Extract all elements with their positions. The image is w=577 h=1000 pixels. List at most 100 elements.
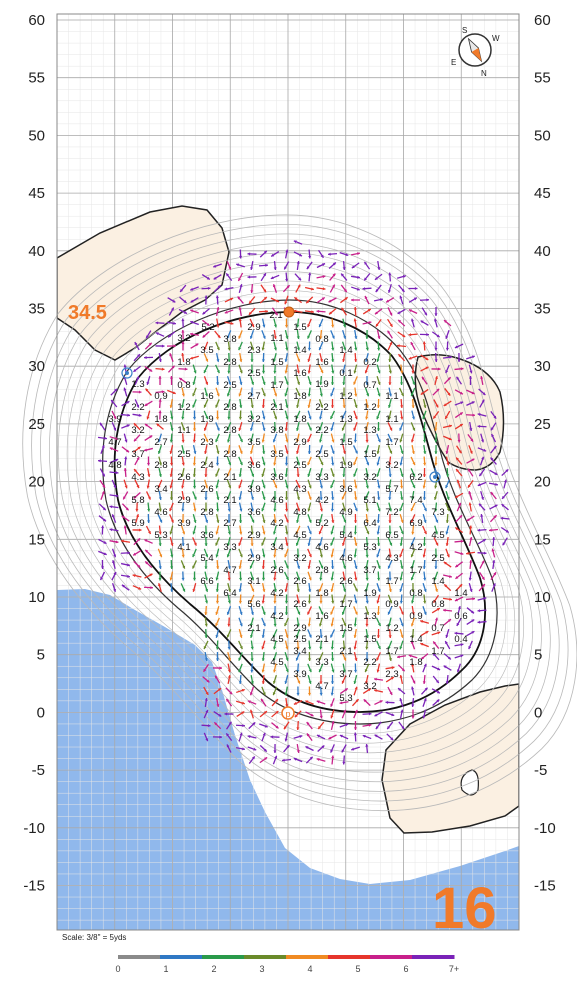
slope-arrow: [388, 490, 392, 501]
slope-arrow: [307, 456, 312, 466]
slope-arrow: [422, 410, 427, 420]
slope-arrow: [432, 641, 440, 649]
slope-arrow: [296, 720, 300, 731]
slope-arrow: [376, 560, 381, 569]
hole-number: 16: [432, 876, 497, 941]
slope-arrow: [158, 571, 162, 581]
slope-value: 1.5: [363, 634, 376, 645]
slope-arrow: [247, 252, 257, 256]
slope-value: 3.3: [315, 657, 328, 668]
slope-arrow: [204, 467, 208, 478]
slope-arrow: [330, 433, 335, 443]
slope-value: 1.8: [315, 588, 328, 599]
slope-arrow: [374, 734, 383, 740]
y-tick-label: 45: [28, 185, 45, 202]
slope-arrow: [239, 513, 243, 524]
slope-arrow: [365, 743, 369, 754]
slope-value: 3.7: [363, 565, 376, 576]
slope-arrow: [215, 548, 220, 558]
slope-value: 6.5: [385, 530, 398, 541]
slope-arrow: [307, 387, 311, 397]
slope-arrow: [342, 663, 346, 673]
slope-arrow: [377, 536, 381, 547]
slope-arrow: [250, 433, 254, 443]
slope-arrow: [250, 502, 254, 512]
slope-arrow: [225, 721, 233, 730]
slope-arrow: [283, 721, 290, 730]
slope-value: 2.9: [247, 322, 260, 333]
slope-value: 2.9: [293, 623, 306, 634]
slope-arrow: [250, 376, 255, 385]
slope-arrow: [432, 410, 440, 420]
slope-arrow: [249, 709, 254, 719]
y-tick-label: 10: [28, 589, 45, 606]
slope-arrow: [181, 456, 185, 466]
slope-arrow: [249, 560, 255, 569]
slope-arrow: [387, 606, 393, 615]
slope-arrow: [123, 525, 127, 535]
slope-arrow: [421, 376, 428, 385]
slope-arrow: [442, 355, 453, 359]
slope-arrow: [434, 421, 438, 432]
slope-arrow: [400, 559, 404, 570]
slope-arrow: [306, 606, 313, 615]
slope-arrow: [121, 503, 130, 511]
slope-arrow: [408, 333, 418, 337]
slope-arrow: [423, 571, 427, 581]
slope-arrow: [296, 502, 301, 512]
slope-arrow: [249, 686, 255, 696]
slope-arrow: [468, 445, 473, 454]
slope-value: 4.5: [293, 530, 306, 541]
slope-arrow: [445, 536, 449, 547]
slope-arrow: [192, 375, 197, 386]
slope-arrow: [354, 571, 358, 581]
slope-arrow: [238, 628, 243, 639]
slope-value: 2.5: [223, 380, 236, 391]
slope-value: 2.5: [293, 634, 306, 645]
slope-value: 2.6: [293, 576, 306, 587]
slope-arrow: [454, 551, 464, 556]
slope-value: 6.2: [409, 472, 422, 483]
slope-arrow: [365, 571, 369, 581]
slope-value: 1.7: [385, 437, 398, 448]
slope-arrow: [317, 721, 325, 730]
slope-numbers: 2.1 1.5 0.8 5.2 2.9 3.2 3.8 1.1 3.5 2.3 1.4 1.4 1.8 2…: [108, 310, 467, 704]
slope-arrow: [109, 494, 119, 498]
slope-arrow: [181, 571, 185, 581]
slope-value: 2.5: [177, 449, 190, 460]
slope-arrow: [144, 342, 153, 350]
slope-arrow: [226, 387, 231, 397]
slope-arrow: [365, 341, 369, 351]
y-tick-label: -15: [534, 878, 556, 895]
slope-arrow: [342, 479, 346, 489]
slope-arrow: [307, 571, 312, 581]
slope-arrow: [284, 674, 289, 685]
slope-arrow: [213, 284, 222, 293]
slope-arrow: [410, 559, 415, 570]
slope-arrow: [399, 617, 404, 627]
slope-arrow: [342, 398, 346, 409]
slope-arrow: [284, 490, 289, 501]
slope-arrow: [181, 433, 185, 443]
slope-arrow: [376, 433, 381, 443]
slope-arrow: [490, 491, 497, 500]
slope-value: 3.2: [131, 425, 144, 436]
slope-value: 1.7: [270, 380, 283, 391]
slope-arrow: [308, 640, 312, 650]
slope-arrow: [410, 456, 416, 466]
slope-arrow: [422, 709, 427, 719]
slope-arrow: [201, 286, 211, 290]
slope-value: 5.2: [315, 518, 328, 529]
slope-arrow: [134, 456, 140, 466]
slope-arrow: [273, 467, 277, 478]
slope-arrow: [330, 422, 335, 431]
y-tick-label: 25: [28, 416, 45, 433]
slope-value: 1.1: [177, 425, 190, 436]
slope-arrow: [227, 444, 231, 455]
slope-arrow: [318, 583, 324, 592]
slope-arrow: [376, 583, 381, 592]
slope-arrow: [284, 640, 289, 650]
slope-arrow: [261, 330, 266, 339]
slope-arrow: [331, 490, 335, 501]
